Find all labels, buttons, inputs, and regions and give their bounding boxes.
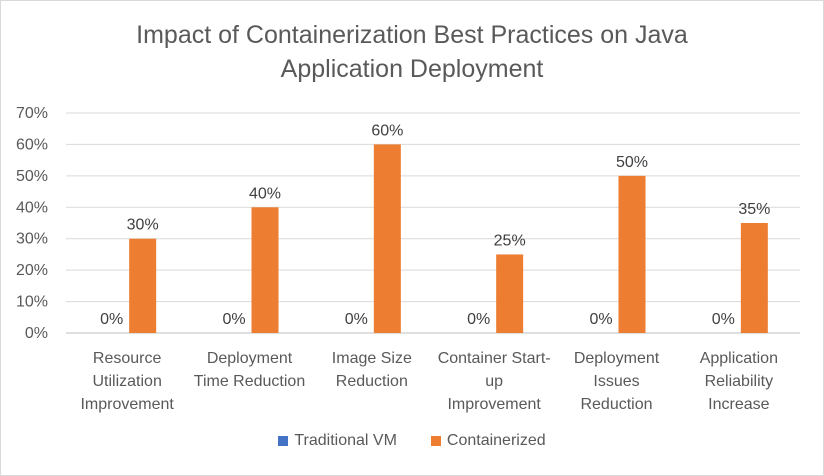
x-category-label: Deployment [207, 350, 293, 367]
y-axis-tick-labels: 0% 10% 20% 30% 40% 50% 60% 70% [16, 105, 48, 342]
bar-containerized [129, 238, 157, 333]
x-category-label: Image Size [332, 350, 412, 367]
chart-title-line-2: Application Deployment [280, 55, 544, 83]
x-category-label: Utilization [92, 373, 161, 390]
legend-item-containerized[interactable]: Containerized [430, 432, 546, 450]
legend-swatch-containerized [430, 436, 441, 446]
x-axis-category-labels: Resource Utilization Improvement Deployment… [80, 350, 777, 413]
y-tick-label: 10% [16, 294, 48, 311]
data-label: 30% [127, 217, 159, 234]
data-labels: 0% 30% 0% 40% 0% 60% 0% 25% 0% 50% 0% 35% [100, 122, 770, 328]
data-label: 25% [494, 232, 526, 249]
x-category-label: Increase [708, 396, 769, 413]
x-category-label: Container Start- [438, 350, 551, 367]
bar-containerized [251, 207, 279, 333]
x-category-label: Time Reduction [194, 373, 305, 390]
bars [129, 144, 768, 333]
bar-containerized [740, 223, 768, 333]
data-label: 40% [249, 185, 281, 202]
data-label: 0% [345, 311, 368, 328]
x-category-label: Reduction [580, 396, 652, 413]
legend: Traditional VM Containerized [0, 432, 824, 450]
legend-label-traditional-vm: Traditional VM [294, 432, 397, 449]
x-category-label: Resource [93, 350, 162, 367]
y-tick-label: 30% [16, 231, 48, 248]
y-tick-label: 70% [16, 105, 48, 122]
data-label: 0% [712, 311, 735, 328]
y-tick-label: 20% [16, 262, 48, 279]
x-category-label: Reliability [705, 373, 773, 390]
data-label: 0% [467, 311, 490, 328]
y-tick-label: 60% [16, 136, 48, 153]
y-tick-label: 50% [16, 168, 48, 185]
chart-title-line-1: Impact of Containerization Best Practice… [136, 21, 688, 49]
legend-label-containerized: Containerized [446, 432, 546, 449]
y-tick-label: 40% [16, 199, 48, 216]
data-label: 60% [371, 122, 403, 139]
bar-containerized [496, 254, 524, 333]
bar-containerized [373, 144, 401, 333]
data-label: 50% [616, 154, 648, 171]
gridlines [66, 112, 800, 334]
data-label: 0% [100, 311, 123, 328]
data-label: 0% [222, 311, 245, 328]
x-category-label: Improvement [80, 396, 174, 413]
x-category-label: Improvement [447, 396, 541, 413]
chart-title: Impact of Containerization Best Practice… [0, 18, 824, 86]
x-category-label: Deployment [574, 350, 660, 367]
y-tick-label: 0% [25, 325, 48, 342]
legend-swatch-traditional-vm [278, 436, 289, 446]
data-label: 35% [738, 201, 770, 218]
x-category-label: up [485, 373, 503, 390]
legend-item-traditional-vm[interactable]: Traditional VM [278, 432, 397, 450]
bar-containerized [618, 175, 646, 333]
x-category-label: Reduction [336, 373, 408, 390]
data-label: 0% [589, 311, 612, 328]
x-category-label: Issues [593, 373, 639, 390]
x-category-label: Application [700, 350, 778, 367]
